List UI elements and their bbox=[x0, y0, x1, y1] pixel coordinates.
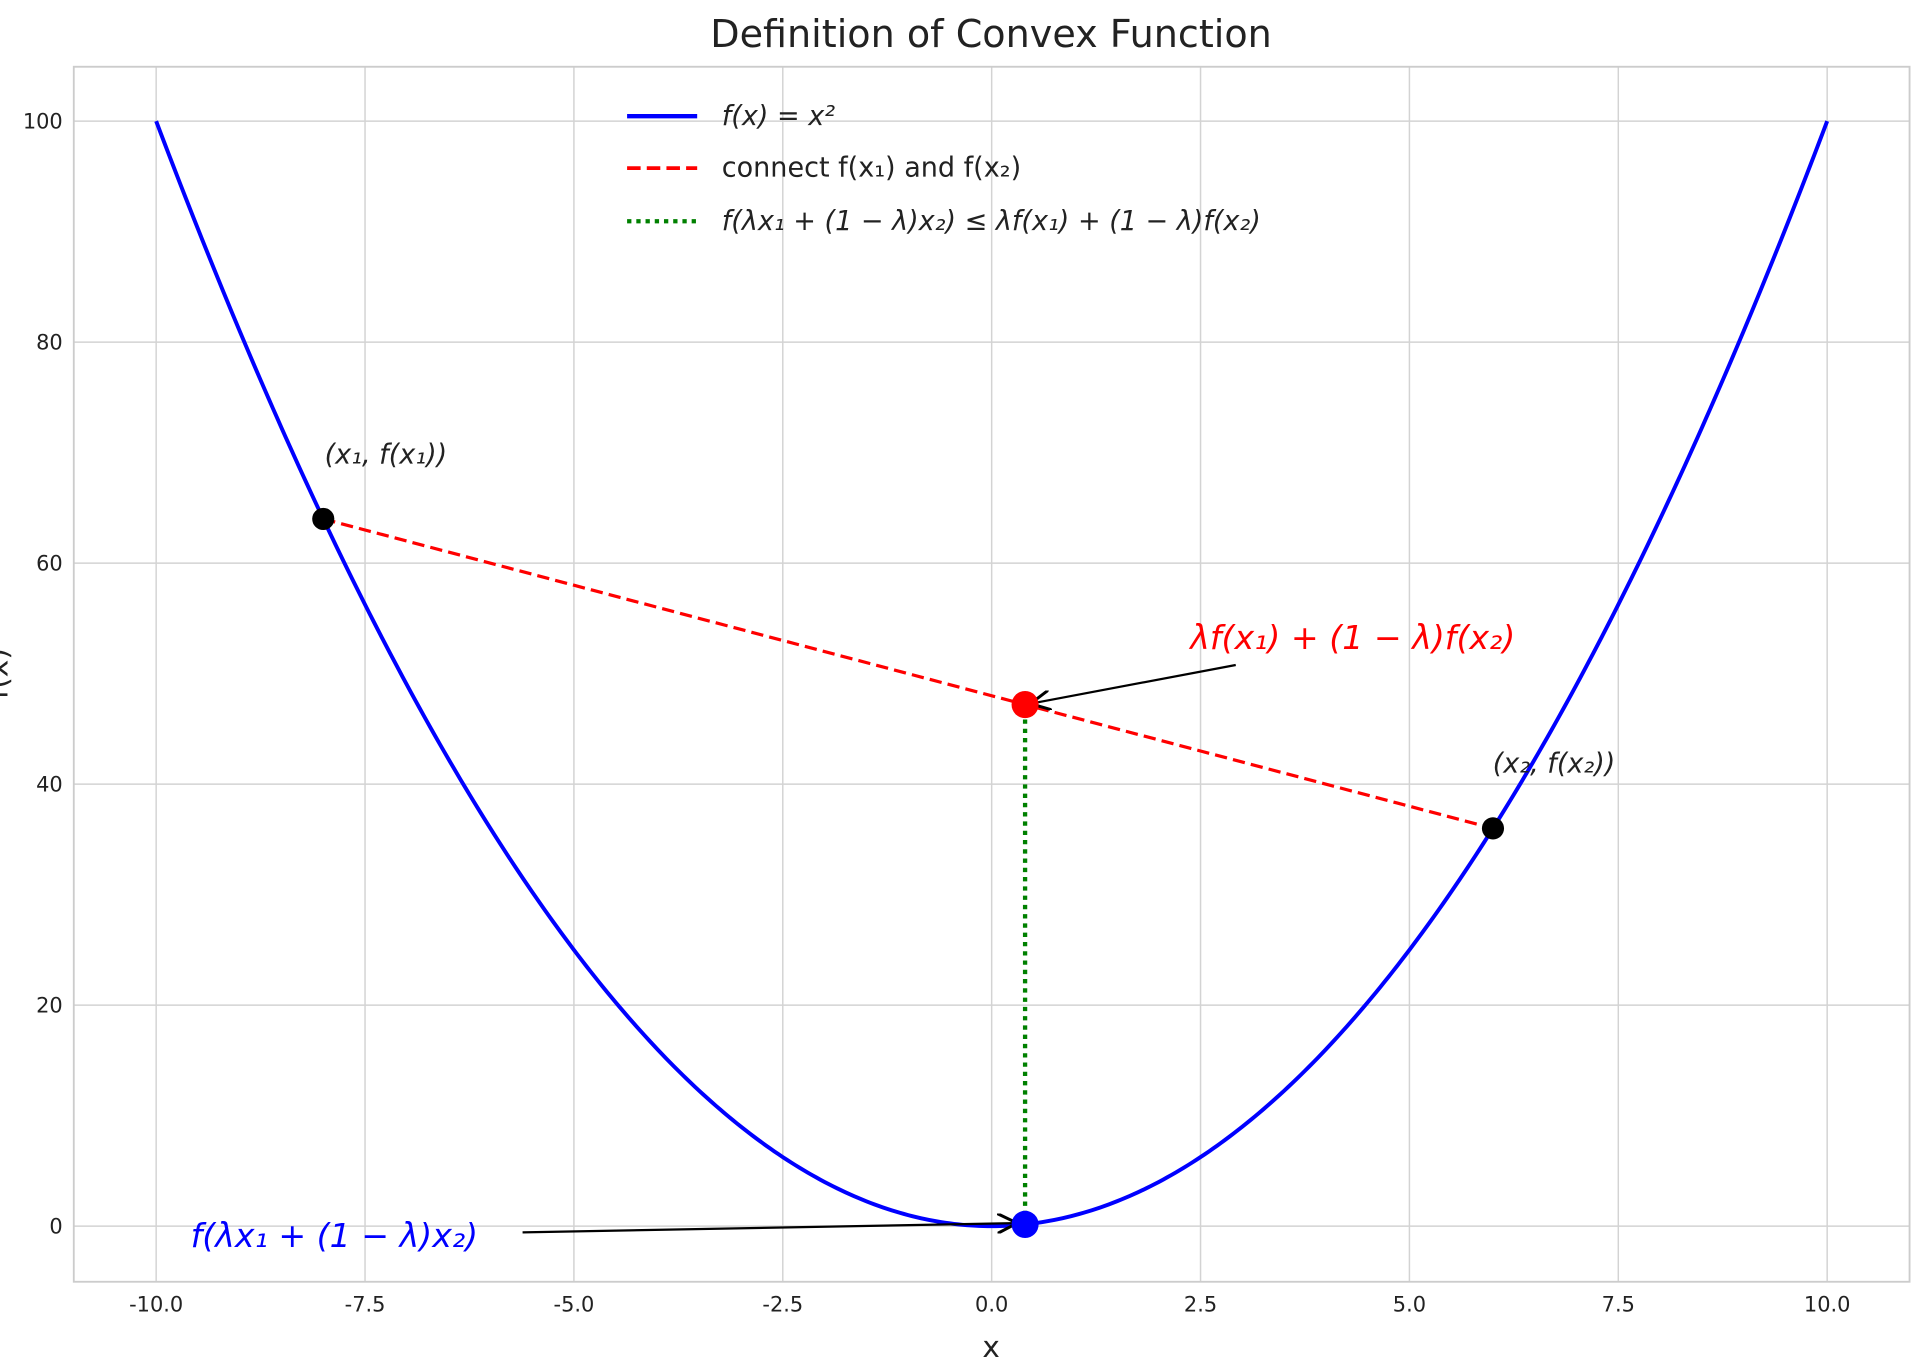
series-curve-line bbox=[154, 120, 1830, 1229]
y-tick-label: 80 bbox=[36, 331, 63, 355]
x-axis-label: x bbox=[982, 1330, 999, 1364]
x-tick-label: -7.5 bbox=[345, 1292, 386, 1316]
x-tick-label: 5.0 bbox=[1393, 1292, 1426, 1316]
legend-label-curve: f(x) = x² bbox=[722, 101, 835, 132]
y-tick-label: 20 bbox=[36, 994, 63, 1018]
x-tick-label: 10.0 bbox=[1804, 1292, 1851, 1316]
grid bbox=[73, 66, 1910, 1282]
data-point bbox=[1011, 1210, 1039, 1238]
y-tick-label: 40 bbox=[36, 773, 63, 797]
y-tick-label: 0 bbox=[49, 1215, 62, 1239]
y-axis-label: f(x) bbox=[0, 648, 14, 699]
chart-title: Definition of Convex Function bbox=[710, 13, 1272, 57]
legend-label-chord: connect f(x₁) and f(x₂) bbox=[722, 153, 1021, 184]
annotation-function-value: f(λx₁ + (1 − λ)x₂) bbox=[191, 1216, 478, 1255]
legend: f(x) = x² connect f(x₁) and f(x₂) f(λx₁ … bbox=[627, 101, 1261, 237]
y-ticks: 0 20 40 60 80 100 bbox=[23, 109, 63, 1238]
data-point bbox=[1011, 690, 1039, 719]
x-tick-label: 7.5 bbox=[1602, 1292, 1635, 1316]
x-tick-label: 2.5 bbox=[1184, 1292, 1217, 1316]
y-tick-label: 60 bbox=[36, 552, 63, 576]
x-tick-label: -10.0 bbox=[129, 1292, 183, 1316]
legend-label-inequality: f(λx₁ + (1 − λ)x₂) ≤ λf(x₁) + (1 − λ)f(x… bbox=[722, 206, 1261, 237]
data-point bbox=[312, 507, 335, 531]
annotation-arrow-function bbox=[522, 1223, 1016, 1232]
plot-frame bbox=[72, 65, 1911, 1283]
point-label-x2: (x₂, f(x₂)) bbox=[1493, 748, 1616, 779]
x-tick-label: 0.0 bbox=[975, 1292, 1008, 1316]
x-ticks: -10.0 -7.5 -5.0 -2.5 0.0 2.5 5.0 7.5 10.0 bbox=[129, 1292, 1850, 1316]
annotation-chord-value: λf(x₁) + (1 − λ)f(x₂) bbox=[1188, 618, 1515, 657]
x-tick-label: -5.0 bbox=[554, 1292, 595, 1316]
series-chord-line bbox=[322, 517, 1494, 830]
x-tick-label: -2.5 bbox=[762, 1292, 803, 1316]
data-point bbox=[1481, 817, 1505, 840]
annotation-arrow-chord bbox=[1032, 663, 1236, 703]
point-label-x1: (x₁, f(x₁)) bbox=[325, 439, 448, 470]
y-tick-label: 100 bbox=[23, 109, 63, 133]
